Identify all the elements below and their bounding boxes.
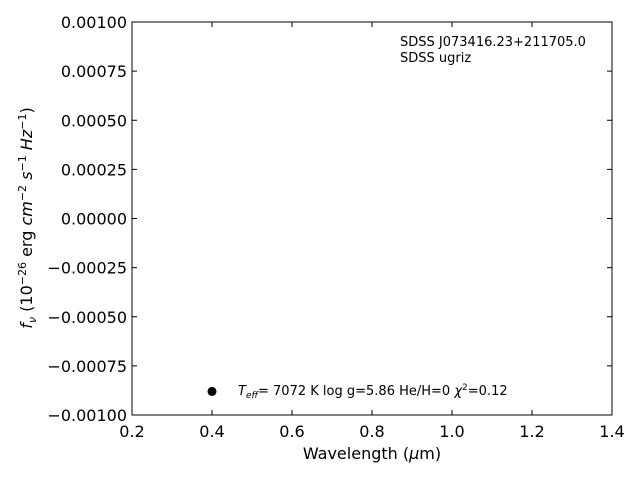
x-tick-label: 0.8 (359, 422, 384, 441)
object-name-label: SDSS J073416.23+211705.0 (400, 35, 586, 50)
x-tick-label: 1.0 (439, 422, 464, 441)
fit-heh-value: He/H=0 (399, 384, 450, 399)
x-axis: 0.2 0.4 0.6 0.8 1.0 1.2 1.4 (119, 22, 625, 441)
y-tick-label: 0.00050 (61, 111, 127, 130)
y-tick-label: 0.00000 (61, 210, 127, 229)
plot-area (131, 21, 613, 416)
data-point (207, 386, 217, 396)
axes-frame (131, 21, 613, 416)
fit-chi2-value: =0.12 (468, 384, 508, 399)
y-axis: 0.00100 0.00075 0.00050 0.00025 0.00000 −0.00… (47, 13, 612, 425)
y-tick-label: 0.00075 (61, 62, 127, 81)
fit-teff-value: 7072 K (273, 384, 319, 399)
x-tick-label: 0.6 (279, 422, 304, 441)
y-tick-label: 0.00025 (61, 160, 127, 179)
y-tick-label: −0.00075 (47, 357, 127, 376)
fit-logg-value: log g=5.86 (323, 384, 395, 399)
x-tick-label: 0.4 (199, 422, 224, 441)
y-tick-label: −0.00025 (47, 259, 127, 278)
x-axis-label: Wavelength (μm) (303, 444, 441, 463)
x-tick-label: 0.2 (119, 422, 144, 441)
y-tick-label: 0.00100 (61, 13, 127, 32)
y-tick-label: −0.00100 (47, 406, 127, 425)
y-tick-label: −0.00050 (47, 308, 127, 327)
x-tick-label: 1.4 (599, 422, 624, 441)
fit-parameters-label: Teff= 7072 K log g=5.86 He/H=0 χ2=0.12 (238, 383, 508, 401)
data-points (207, 386, 217, 396)
y-axis-label: fν (10−26 erg cm−2 s−1 Hz−1) (16, 107, 39, 328)
survey-label: SDSS ugriz (400, 51, 471, 66)
x-tick-label: 1.2 (519, 422, 544, 441)
